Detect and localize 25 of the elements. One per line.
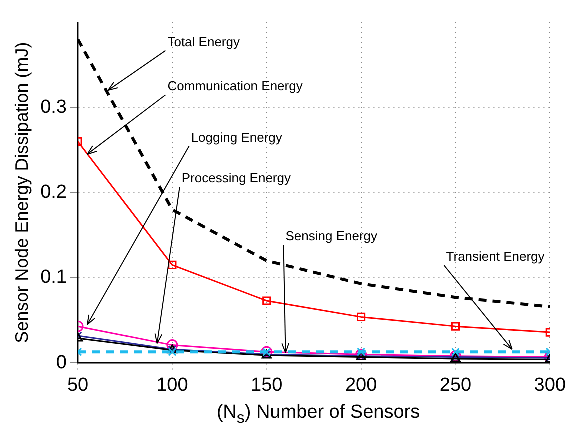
point bbox=[451, 322, 460, 331]
annotation: Total Energy bbox=[168, 34, 240, 50]
y-axis-title: Sensor Node Energy Dissipation (mJ) bbox=[12, 42, 32, 344]
point bbox=[357, 348, 366, 356]
x-axis-title: (N$_{s}$) Number of Sensors bbox=[216, 402, 422, 428]
point bbox=[168, 348, 177, 356]
x-tick-label: 150 bbox=[251, 374, 283, 396]
annotation: Communication Energy bbox=[168, 78, 304, 94]
y-tick-label: 0 bbox=[56, 352, 68, 374]
y-tick-label: 0.1 bbox=[40, 267, 68, 288]
point bbox=[451, 348, 460, 356]
annotation: Transient Energy bbox=[446, 249, 546, 264]
x-tick-label: 300 bbox=[534, 374, 566, 396]
x-tick-label: 200 bbox=[345, 374, 378, 396]
x-tick-label: 50 bbox=[67, 374, 89, 396]
x-tick-label: 100 bbox=[156, 374, 188, 396]
point bbox=[357, 312, 366, 322]
y-tick-label: 0.2 bbox=[40, 182, 68, 204]
point bbox=[262, 296, 272, 306]
y-tick-label: 0.3 bbox=[40, 96, 68, 118]
annotation: Logging Energy bbox=[191, 130, 283, 145]
x-tick-label: 250 bbox=[440, 374, 472, 396]
point bbox=[168, 260, 177, 270]
annotation: Sensing Energy bbox=[286, 228, 378, 244]
annotation: Processing Energy bbox=[182, 170, 292, 186]
